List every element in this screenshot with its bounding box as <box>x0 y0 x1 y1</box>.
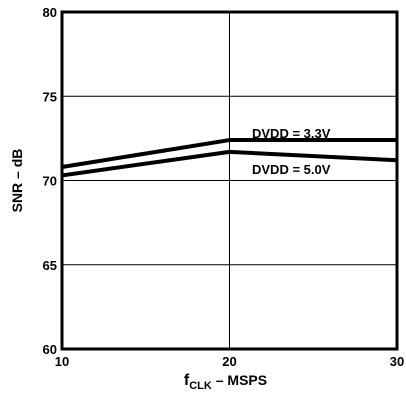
x-axis-label: fCLK – MSPS <box>184 372 267 392</box>
series-line-dvdd-3-3v <box>61 138 397 169</box>
y-tick-label-70: 70 <box>43 174 57 189</box>
tick-labels: 60 65 70 75 80 10 20 30 <box>43 5 405 369</box>
grid <box>62 12 397 349</box>
x-tick-label-20: 20 <box>222 354 236 369</box>
series-label-dvdd-3-3v: DVDD = 3.3V <box>252 126 331 141</box>
y-tick-label-75: 75 <box>43 89 57 104</box>
plot-frame <box>60 10 399 351</box>
y-tick-label-65: 65 <box>43 258 57 273</box>
series-label-dvdd-5-0v: DVDD = 5.0V <box>252 162 331 177</box>
y-tick-label-80: 80 <box>43 5 57 20</box>
y-tick-label-60: 60 <box>43 342 57 357</box>
series-line-dvdd-5-0v <box>61 149 398 178</box>
x-tick-label-30: 30 <box>390 354 404 369</box>
x-axis-label-main: f <box>184 372 190 389</box>
series-group: DVDD = 3.3V DVDD = 5.0V <box>61 126 398 178</box>
x-tick-label-10: 10 <box>55 354 69 369</box>
x-axis-label-rest: – MSPS <box>212 372 267 388</box>
x-axis-label-subscript: CLK <box>189 380 212 392</box>
y-axis-label: SNR – dB <box>9 149 25 213</box>
